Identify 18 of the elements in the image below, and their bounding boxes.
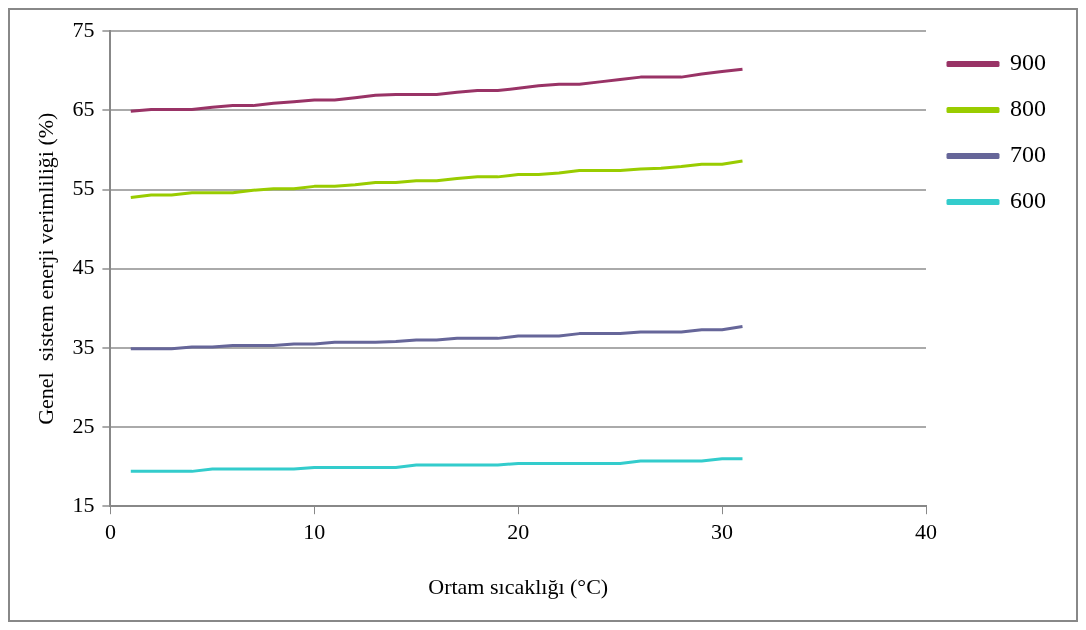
y-tick-label: 55 bbox=[72, 175, 95, 201]
x-tick-label: 0 bbox=[104, 519, 116, 545]
y-tick-label: 35 bbox=[72, 333, 95, 359]
x-tick-label: 40 bbox=[915, 519, 937, 545]
y-tick-label: 45 bbox=[72, 254, 95, 280]
legend-label: 600 bbox=[1010, 187, 1046, 214]
x-tick-label: 30 bbox=[711, 519, 734, 545]
y-axis-title: Genel sistem enerji verimliliği (%) bbox=[32, 112, 58, 425]
y-tick-label: 65 bbox=[72, 96, 95, 122]
y-tick-label: 15 bbox=[72, 491, 95, 517]
y-tick-label: 25 bbox=[72, 412, 95, 438]
legend-label: 900 bbox=[1010, 49, 1046, 76]
x-tick-label: 10 bbox=[303, 519, 326, 545]
y-tick-label: 75 bbox=[72, 16, 95, 42]
legend-label: 700 bbox=[1010, 141, 1046, 168]
x-axis-title: Ortam sıcaklığı (°C) bbox=[428, 573, 609, 599]
x-tick-label: 20 bbox=[507, 519, 530, 545]
legend-label: 800 bbox=[1010, 95, 1046, 122]
